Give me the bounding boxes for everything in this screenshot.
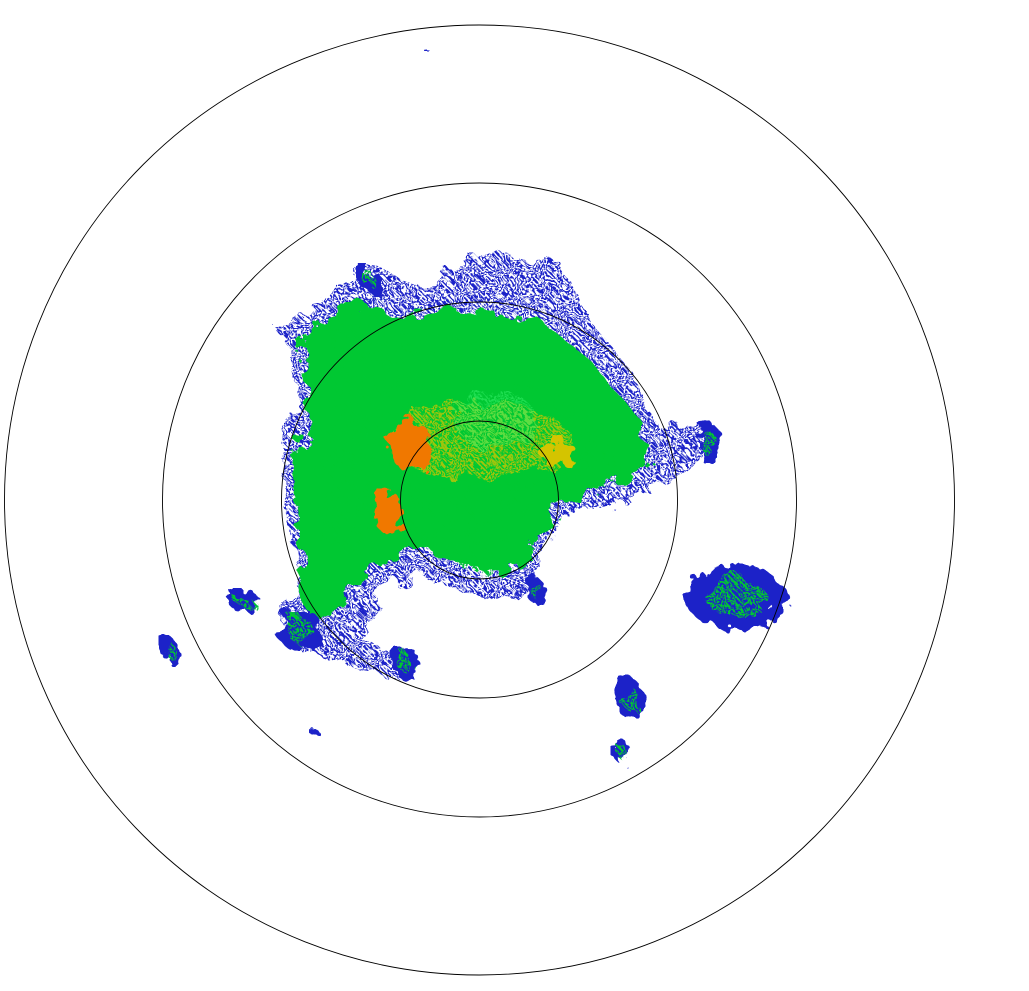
- echo-core-intense-north: [388, 420, 432, 470]
- echo-cell-core-3: [617, 744, 627, 760]
- precipitation-echoes: [162, 50, 785, 764]
- echo-cell-12: [424, 50, 430, 52]
- echo-core-heavy-east: [542, 441, 578, 469]
- echo-cell-core-7: [397, 651, 413, 673]
- echo-cell-core-2: [620, 686, 638, 710]
- echo-cell-core-11: [364, 272, 376, 288]
- echo-cell-core-8: [529, 582, 541, 598]
- echo-bright-patch: [455, 390, 535, 450]
- echo-cell-6: [311, 729, 319, 737]
- echo-cell-core-5: [165, 642, 175, 658]
- range-rings: [4, 24, 955, 976]
- range-ring-4: [4, 24, 955, 976]
- range-ring-1: [400, 420, 559, 580]
- echo-cell-core-9: [704, 431, 716, 459]
- echo-cell-core-4: [235, 596, 255, 608]
- echo-cell-core-1: [705, 577, 765, 617]
- echo-cell-core-10: [286, 616, 314, 644]
- range-ring-3: [162, 182, 797, 818]
- echo-core-intense-west: [374, 490, 402, 534]
- range-ring-2: [281, 301, 678, 699]
